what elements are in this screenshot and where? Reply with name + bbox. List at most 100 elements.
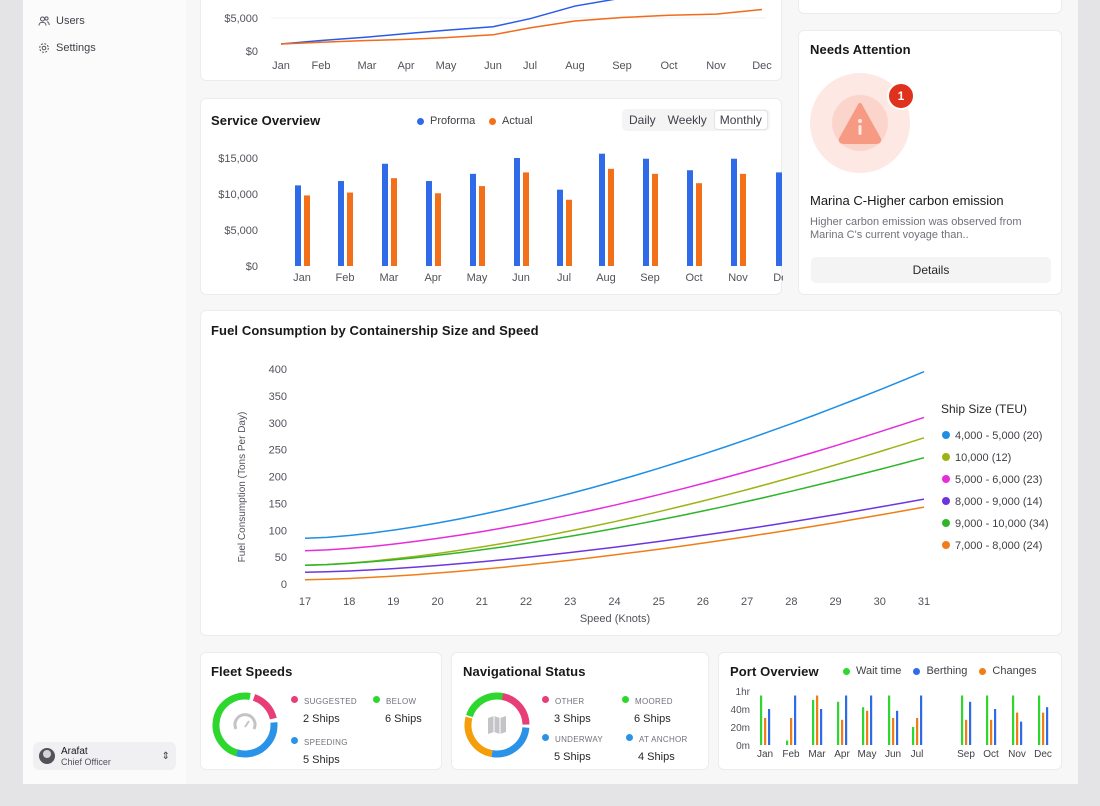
top-right-card	[798, 0, 1062, 14]
sidebar: Users Settings Arafat Chief Officer ⇕	[23, 0, 186, 784]
gear-icon	[39, 43, 49, 53]
y-tick-label: 0	[281, 579, 287, 591]
bar-proforma	[382, 163, 388, 266]
x-tick-label: Jul	[911, 749, 924, 760]
x-tick-label: Aug	[565, 60, 585, 72]
details-button[interactable]: Details	[811, 257, 1051, 283]
legend-swatch	[942, 475, 950, 483]
tab-daily[interactable]: Daily	[629, 113, 656, 127]
bar-changes	[790, 718, 793, 745]
x-tick-label: Sep	[612, 60, 632, 72]
sidebar-item-settings[interactable]: Settings	[38, 42, 96, 54]
bar-berthing	[820, 709, 823, 745]
bar-wait-time	[888, 695, 891, 745]
stat-label: OTHER	[555, 697, 585, 706]
tab-weekly[interactable]: Weekly	[667, 113, 707, 127]
legend-changes: Changes	[979, 665, 1036, 677]
bar-changes	[841, 719, 844, 745]
series-line	[304, 437, 925, 566]
series-line	[280, 0, 615, 45]
service-bar-chart: $15,000 $10,000 $5,000 $0 Jan Feb Mar Apr May Jun…	[218, 153, 783, 284]
port-bar-chart: 1hr 40m 20m 0m Jan Feb Mar Apr May Jun Jul Sep Oct No…	[731, 687, 1052, 760]
app-window: Users Settings Arafat Chief Officer ⇕ $5…	[23, 0, 1078, 784]
fuel-title: Fuel Consumption by Containership Size a…	[211, 323, 539, 338]
x-tick-label: 26	[697, 596, 709, 608]
x-tick-label: 23	[564, 596, 576, 608]
x-tick-label: Dec	[1034, 749, 1052, 760]
series-line	[304, 498, 925, 573]
legend-actual: Actual	[489, 115, 533, 127]
x-tick-label: Jan	[293, 272, 311, 284]
nav-status-donut	[464, 692, 530, 758]
period-toggle: Daily Weekly Monthly	[622, 109, 770, 131]
legend-label: 4,000 - 5,000 (20)	[955, 430, 1042, 442]
series-line	[304, 371, 925, 540]
y-tick-label: 50	[275, 552, 287, 564]
x-tick-label: Mar	[358, 60, 377, 72]
bar-proforma	[599, 153, 605, 266]
navigational-status-card: Navigational Status OTHER 3 Ships MOORED 6…	[451, 652, 709, 770]
bar-wait-time	[1038, 695, 1041, 745]
stat-value: 6 Ships	[634, 713, 671, 725]
bar-actual	[696, 183, 702, 266]
legend-wait-time: Wait time	[843, 665, 901, 677]
legend-label: 8,000 - 9,000 (14)	[955, 496, 1042, 508]
legend-label: 7,000 - 8,000 (24)	[955, 540, 1042, 552]
bar-proforma	[426, 181, 432, 266]
bar-actual	[608, 168, 614, 266]
avatar	[39, 748, 55, 764]
bar-changes	[892, 718, 895, 745]
stat-at-anchor: AT ANCHOR 4 Ships	[626, 729, 688, 763]
bar-actual	[435, 193, 441, 266]
legend-swatch	[291, 737, 298, 745]
y-tick-label: 350	[269, 391, 287, 403]
x-tick-label: Jul	[523, 60, 537, 72]
stat-label: UNDERWAY	[555, 735, 604, 744]
legend-swatch	[843, 667, 850, 675]
legend-title: Ship Size (TEU)	[941, 402, 1027, 416]
bar-actual	[652, 173, 658, 266]
y-tick-label: 0m	[736, 741, 750, 752]
stat-moored: MOORED 6 Ships	[622, 691, 673, 725]
alert-illustration	[810, 73, 910, 173]
x-tick-label: Nov	[728, 272, 748, 284]
stat-below: BELOW 6 Ships	[373, 691, 422, 725]
legend-label: 5,000 - 6,000 (23)	[955, 474, 1042, 486]
stat-other: OTHER 3 Ships	[542, 691, 591, 725]
sidebar-item-users[interactable]: Users	[38, 15, 85, 27]
x-tick-label: May	[467, 272, 488, 284]
bar-proforma	[338, 181, 344, 266]
x-tick-label: Jun	[484, 60, 502, 72]
x-tick-label: 17	[299, 596, 311, 608]
x-tick-label: Aug	[596, 272, 616, 284]
legend-label: Berthing	[926, 665, 968, 677]
x-tick-label: Apr	[397, 60, 414, 72]
series-line	[304, 456, 925, 566]
x-tick-label: Jan	[272, 60, 290, 72]
tab-monthly[interactable]: Monthly	[713, 110, 768, 130]
x-tick-label: 18	[343, 596, 355, 608]
legend-swatch	[373, 696, 380, 704]
chevron-updown-icon: ⇕	[161, 750, 170, 762]
y-tick-label: 250	[269, 445, 287, 457]
user-menu[interactable]: Arafat Chief Officer ⇕	[33, 742, 176, 770]
bar-changes	[866, 710, 869, 745]
x-tick-label: Nov	[706, 60, 726, 72]
x-tick-label: Jul	[557, 272, 571, 284]
y-tick-label: 20m	[731, 723, 750, 734]
x-tick-label: Feb	[336, 272, 355, 284]
x-tick-label: Dec	[752, 60, 772, 72]
x-tick-label: Oct	[983, 749, 999, 760]
legend-swatch	[942, 497, 950, 505]
legend-swatch	[913, 667, 921, 675]
legend-label: Actual	[502, 115, 533, 127]
x-tick-label: Mar	[808, 749, 826, 760]
bar-berthing	[994, 709, 997, 745]
bar-wait-time	[862, 707, 865, 745]
map-icon	[488, 716, 506, 734]
x-tick-label: Jan	[757, 749, 773, 760]
bar-proforma	[687, 170, 693, 266]
x-tick-label: May	[858, 749, 877, 760]
stat-underway: UNDERWAY 5 Ships	[542, 729, 603, 763]
bar-actual	[523, 172, 529, 266]
